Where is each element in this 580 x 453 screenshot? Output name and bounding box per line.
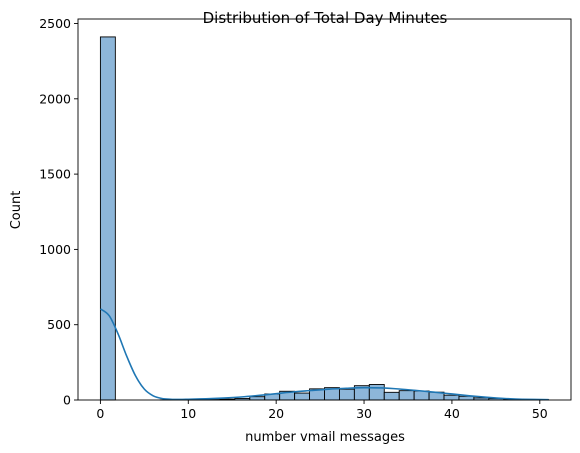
histogram-bar xyxy=(368,384,385,401)
histogram-bars xyxy=(99,36,550,401)
x-tick-label: 0 xyxy=(96,406,104,421)
plot-frame xyxy=(77,18,572,401)
y-tick-label: 1500 xyxy=(39,167,71,182)
x-tick-label: 20 xyxy=(268,406,284,421)
chart-title: Distribution of Total Day Minutes xyxy=(203,9,448,27)
y-tick-label: 1000 xyxy=(39,242,71,257)
y-tick-label: 2000 xyxy=(39,91,71,106)
y-axis-label: Count xyxy=(9,191,24,230)
x-tick-label: 10 xyxy=(180,406,196,421)
y-tick-label: 2500 xyxy=(39,16,71,31)
histogram-bar xyxy=(413,390,430,401)
histogram-bar xyxy=(294,392,311,401)
x-axis-label: number vmail messages xyxy=(245,430,405,445)
y-axis: 0 500 1000 1500 2000 2500 xyxy=(39,16,78,408)
histogram-bar xyxy=(338,388,355,401)
x-axis: 0 10 20 30 40 50 xyxy=(96,400,548,421)
y-tick-label: 0 xyxy=(63,393,71,408)
histogram-bar xyxy=(458,395,475,401)
kde-curve xyxy=(99,308,549,401)
y-tick-label: 500 xyxy=(47,317,71,332)
x-tick-label: 50 xyxy=(532,406,548,421)
histogram-bar xyxy=(249,396,266,401)
x-tick-label: 30 xyxy=(356,406,372,421)
histogram-bar xyxy=(99,36,116,401)
histogram-bar xyxy=(443,394,460,401)
histogram-bar xyxy=(383,391,400,401)
x-tick-label: 40 xyxy=(444,406,460,421)
histogram-bar xyxy=(398,390,415,401)
